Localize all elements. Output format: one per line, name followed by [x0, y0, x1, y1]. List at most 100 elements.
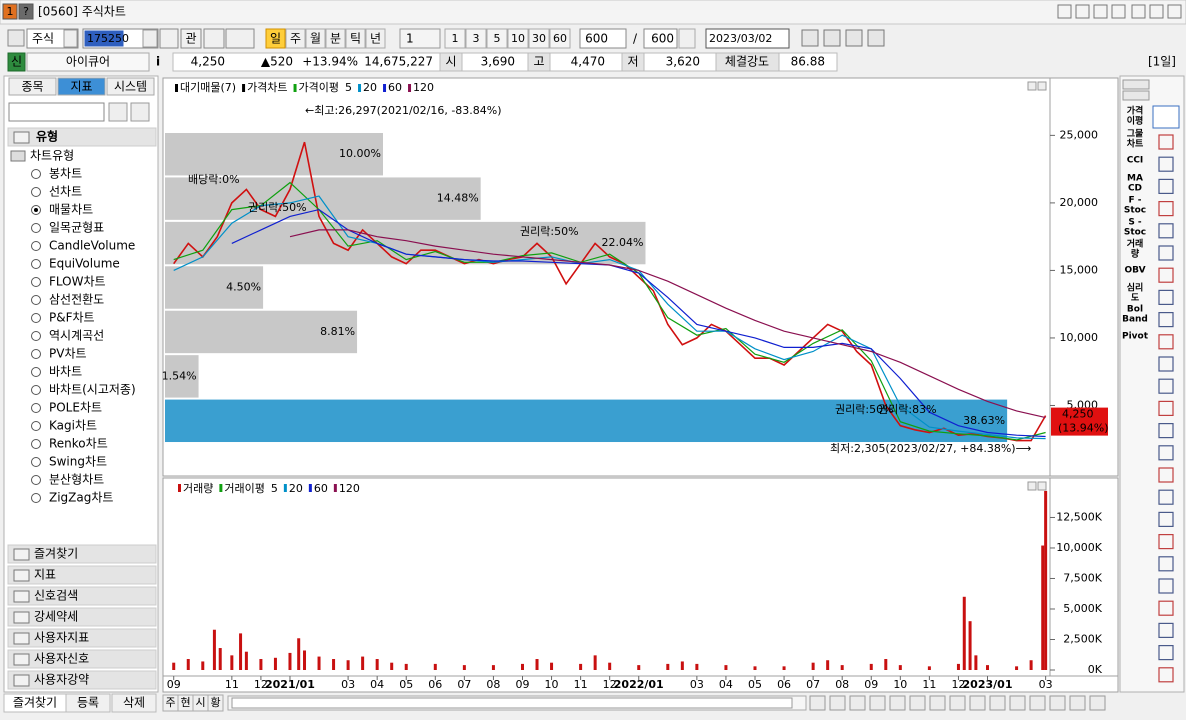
chart-control[interactable]	[829, 695, 846, 711]
indicator-button[interactable]: 심리	[1127, 282, 1144, 294]
drawing-tool-icon[interactable]	[1158, 467, 1174, 483]
nav-icon[interactable]	[7, 29, 25, 47]
chart-type-item[interactable]: ZigZag차트	[49, 491, 113, 505]
pane-button[interactable]	[1037, 481, 1047, 491]
count-max-box[interactable]	[643, 28, 678, 49]
chart-control[interactable]	[849, 695, 866, 711]
chart-control[interactable]	[909, 695, 926, 711]
preset-button[interactable]	[549, 28, 571, 49]
indicator-button[interactable]: CD	[1128, 184, 1142, 194]
tool-icon[interactable]	[867, 29, 885, 47]
radio[interactable]	[31, 169, 41, 179]
period-button[interactable]	[265, 28, 286, 49]
chart-type-item[interactable]: 삼선전환도	[49, 293, 104, 307]
drawing-tool-icon[interactable]	[1158, 400, 1174, 416]
drawing-tool-icon[interactable]	[1158, 156, 1174, 172]
view-button[interactable]	[207, 694, 224, 712]
chart-type-item[interactable]: 분산형차트	[49, 473, 104, 487]
indicator-button[interactable]: 차트	[1127, 138, 1144, 150]
indicator-button[interactable]: 그물	[1127, 129, 1144, 140]
drawing-tool-icon[interactable]	[1158, 334, 1174, 350]
chart-type-item[interactable]: Kagi차트	[49, 419, 97, 433]
window-button[interactable]	[1111, 4, 1126, 19]
sidebar-tab[interactable]	[57, 77, 106, 96]
date-combo[interactable]	[705, 28, 790, 49]
pane-button[interactable]	[1027, 481, 1037, 491]
search-icon[interactable]	[108, 102, 128, 122]
radio[interactable]	[31, 493, 41, 503]
window-button[interactable]	[1149, 4, 1164, 19]
indicator-button[interactable]: Bol	[1127, 305, 1143, 315]
indicator-button[interactable]: S -	[1128, 218, 1142, 228]
chart-type-item[interactable]: P&F차트	[49, 311, 95, 325]
drawing-tool-icon[interactable]	[1158, 667, 1174, 683]
radio[interactable]	[31, 295, 41, 305]
indicator-button[interactable]: CCI	[1127, 156, 1144, 166]
period-button[interactable]	[345, 28, 366, 49]
tool-button[interactable]	[203, 28, 225, 49]
chart-type-item[interactable]: Swing차트	[49, 455, 107, 469]
tool-icon[interactable]	[801, 29, 819, 47]
preset-button[interactable]	[465, 28, 487, 49]
window-button[interactable]	[1075, 4, 1090, 19]
drawing-tool-icon[interactable]	[1158, 622, 1174, 639]
window-button[interactable]	[1057, 4, 1072, 19]
radio[interactable]	[31, 277, 41, 287]
interval-combo[interactable]	[399, 28, 441, 49]
drawing-tool-icon[interactable]	[1158, 511, 1174, 528]
bottom-tab[interactable]	[65, 693, 111, 713]
chart-control[interactable]	[1049, 695, 1066, 711]
pane-button[interactable]	[1037, 81, 1047, 91]
chart-control[interactable]	[1029, 695, 1046, 711]
search-button[interactable]	[159, 28, 179, 49]
indicator-button[interactable]: Pivot	[1122, 332, 1149, 342]
window-button[interactable]	[1167, 4, 1182, 19]
chart-type-item[interactable]: 역시계곡선	[49, 329, 104, 343]
folder-row[interactable]	[7, 649, 157, 669]
chart-control[interactable]	[809, 695, 826, 711]
indicator-button[interactable]: 가격	[1127, 105, 1144, 117]
folder-row[interactable]	[7, 607, 157, 627]
indicator-button[interactable]: Stoc	[1124, 206, 1146, 216]
tool-icon[interactable]	[823, 29, 841, 47]
radio[interactable]	[31, 259, 41, 269]
indicator-button[interactable]: Stoc	[1124, 228, 1146, 238]
drawing-tool-icon[interactable]	[1158, 201, 1174, 217]
radio[interactable]	[31, 457, 41, 467]
chart-type-item[interactable]: 일목균형표	[49, 221, 104, 235]
folder-row[interactable]	[7, 544, 157, 564]
sidebar-tab[interactable]	[106, 77, 155, 96]
indicator-button[interactable]: 량	[1131, 248, 1140, 260]
radio[interactable]	[31, 349, 41, 359]
scroll-up[interactable]	[1122, 79, 1150, 90]
radio[interactable]	[31, 475, 41, 485]
radio[interactable]	[31, 313, 41, 323]
chart-type-item[interactable]: 바차트	[49, 365, 82, 379]
drawing-tool-icon[interactable]	[1158, 378, 1174, 394]
radio[interactable]	[31, 439, 41, 449]
pane-button[interactable]	[1027, 81, 1037, 91]
folder-row[interactable]	[7, 628, 157, 648]
drawing-tool-icon[interactable]	[1158, 578, 1174, 594]
tool-icon[interactable]	[845, 29, 863, 47]
chart-type-item[interactable]: EquiVolume	[49, 257, 120, 271]
chart-control[interactable]	[889, 695, 906, 711]
chart-type-item[interactable]: PV차트	[49, 347, 87, 361]
period-button[interactable]	[305, 28, 326, 49]
indicator-button[interactable]: 이평	[1127, 115, 1144, 127]
indicator-button[interactable]: Band	[1122, 315, 1148, 325]
drawing-tool-icon[interactable]	[1158, 245, 1174, 261]
tool-button[interactable]	[225, 28, 255, 49]
preset-button[interactable]	[486, 28, 508, 49]
scroll-down[interactable]	[1122, 90, 1150, 101]
chart-type-item[interactable]: 매물차트	[49, 203, 93, 217]
radio[interactable]	[31, 421, 41, 431]
chart-type-item[interactable]: 봉차트	[49, 167, 82, 181]
chart-control[interactable]	[1009, 695, 1026, 711]
period-button[interactable]	[365, 28, 386, 49]
radio[interactable]	[31, 367, 41, 377]
folder-row[interactable]	[7, 565, 157, 585]
preset-button[interactable]	[507, 28, 529, 49]
drawing-tool-icon[interactable]	[1158, 644, 1174, 661]
drawing-tool-icon[interactable]	[1158, 533, 1174, 550]
